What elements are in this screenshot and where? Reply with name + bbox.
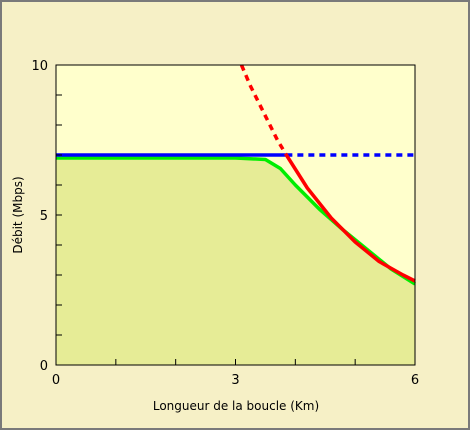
x-tick-label-2: 6 bbox=[411, 373, 419, 388]
series-line-3 bbox=[284, 154, 416, 283]
y-tick-label-2: 10 bbox=[31, 59, 48, 74]
y-tick-label-0: 0 bbox=[40, 359, 48, 374]
y-axis-title: Débit (Mbps) bbox=[11, 176, 25, 253]
y-tick-label-1: 5 bbox=[40, 209, 48, 224]
x-axis-title: Longueur de la boucle (Km) bbox=[153, 399, 319, 413]
x-tick-label-0: 0 bbox=[52, 373, 60, 388]
x-tick-label-1: 3 bbox=[231, 373, 239, 388]
area-fill-4 bbox=[56, 158, 415, 365]
